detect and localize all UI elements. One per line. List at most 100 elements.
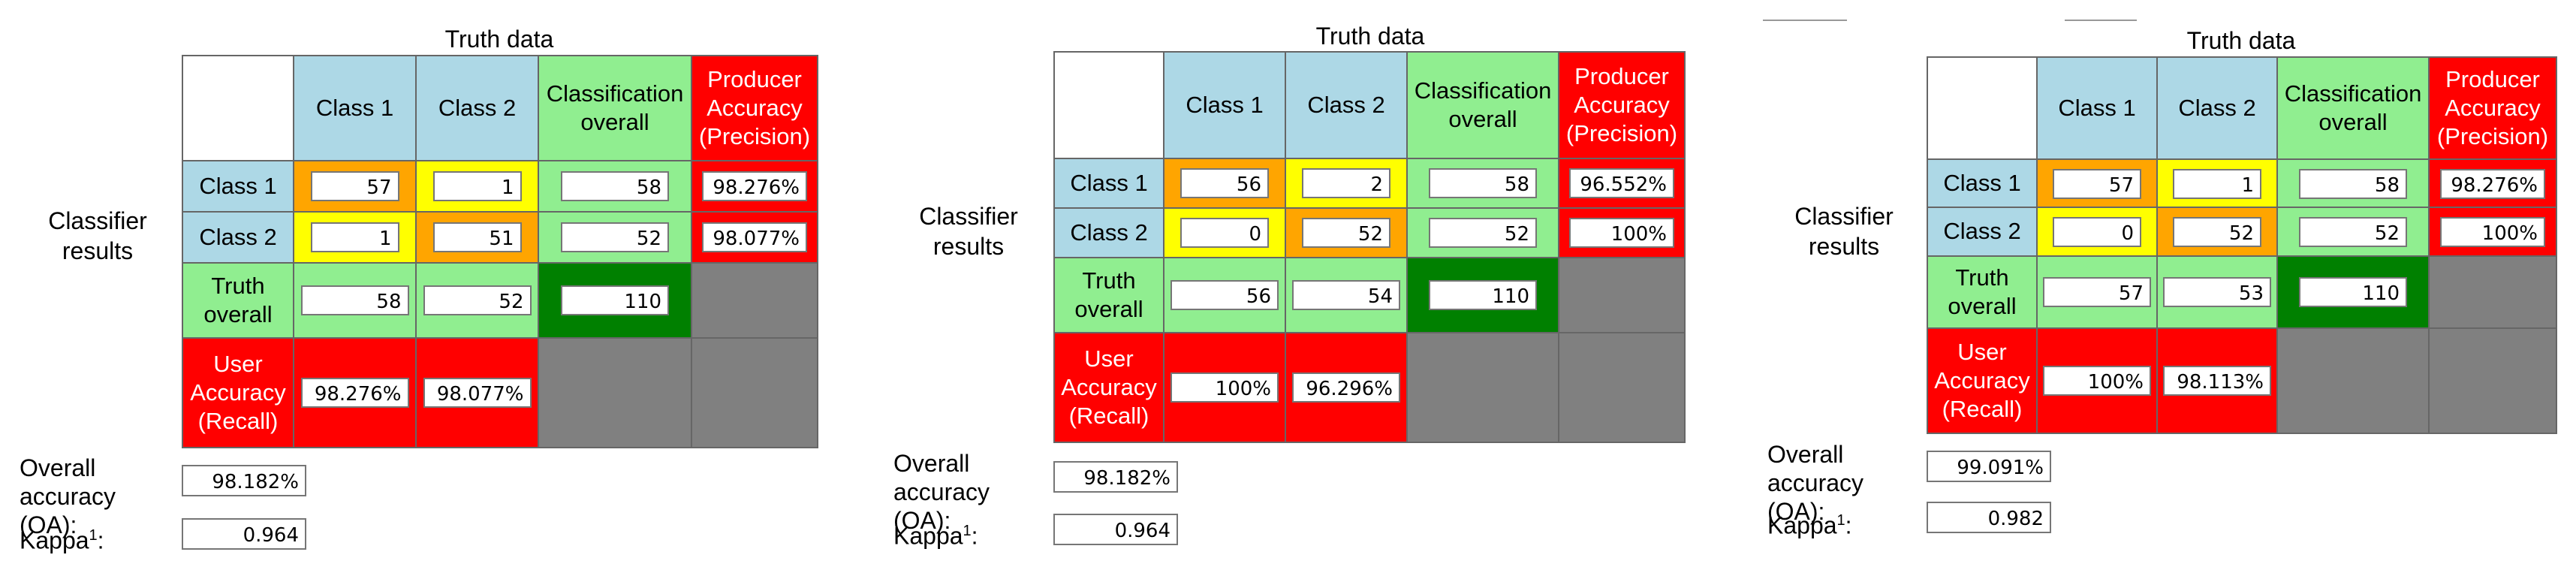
value-field[interactable]: 58 (1429, 168, 1537, 199)
kappa-label: Kappa1: (893, 522, 978, 550)
cell-r2-producer: 98.077% (691, 211, 818, 264)
truth-data-title: Truth data (444, 26, 554, 53)
value-field[interactable]: 58 (2299, 168, 2407, 199)
empty-cell (1558, 257, 1686, 333)
confusion-matrix-table: Class 1 Class 2 Classification overall Pr… (182, 55, 818, 448)
row-header-user-accuracy: User Accuracy (Recall) (1927, 327, 2038, 435)
cell-r1c2: 1 (415, 160, 539, 213)
clipped-field-edge (2065, 20, 2137, 21)
empty-cell (1406, 332, 1559, 443)
col-header-classification-overall: Classification overall (1406, 51, 1559, 159)
value-field[interactable]: 57 (310, 171, 399, 202)
cell-r1-total: 58 (1406, 158, 1559, 209)
row-header-class1: Class 1 (1053, 158, 1164, 209)
value-field[interactable]: 100% (2440, 216, 2545, 247)
value-field[interactable]: 52 (1302, 218, 1390, 249)
cell-user-1: 100% (1163, 332, 1286, 443)
value-field[interactable]: 52 (561, 222, 669, 253)
overall-accuracy-field[interactable]: 98.182% (1053, 461, 1178, 493)
cell-r1c2: 1 (2156, 158, 2278, 209)
truth-data-title: Truth data (1315, 23, 1425, 50)
value-field[interactable]: 57 (2043, 277, 2151, 308)
value-field[interactable]: 51 (432, 222, 522, 253)
classifier-results-label: Classifier results (1794, 203, 1894, 260)
value-field[interactable]: 98.276% (2440, 168, 2545, 199)
overall-accuracy-field[interactable]: 99.091% (1927, 451, 2051, 482)
cell-truth-2: 52 (415, 262, 539, 339)
cell-r1-producer: 96.552% (1558, 158, 1686, 209)
value-field[interactable]: 56 (1180, 168, 1269, 199)
value-field[interactable]: 1 (2173, 168, 2261, 199)
empty-cell (1558, 332, 1686, 443)
value-field[interactable]: 53 (2163, 277, 2271, 308)
cell-truth-1: 56 (1163, 257, 1286, 333)
confusion-matrix-table: Class 1 Class 2 Classification overall Pr… (1053, 51, 1686, 443)
cell-r1-total: 58 (2276, 158, 2430, 209)
empty-cell (691, 337, 818, 448)
value-field[interactable]: 0 (1180, 218, 1269, 249)
value-field[interactable]: 58 (300, 285, 409, 316)
kappa-label: Kappa1: (20, 526, 104, 554)
cell-r2-total: 52 (2276, 207, 2430, 257)
row-header-user-accuracy: User Accuracy (Recall) (1053, 332, 1164, 443)
cell-r1c1: 57 (293, 160, 417, 213)
value-field[interactable]: 1 (432, 171, 522, 202)
col-header-producer-accuracy: Producer Accuracy (Precision) (691, 55, 818, 161)
value-field[interactable]: 52 (2299, 216, 2407, 247)
value-field[interactable]: 96.296% (1292, 372, 1400, 403)
corner-cell (1927, 56, 2038, 161)
value-field[interactable]: 2 (1302, 168, 1390, 199)
value-field[interactable]: 96.552% (1569, 168, 1674, 199)
cell-r2-producer: 100% (1558, 207, 1686, 258)
row-header-class1: Class 1 (1927, 158, 2038, 209)
empty-cell (2276, 327, 2430, 435)
value-field[interactable]: 98.276% (300, 378, 409, 409)
value-field[interactable]: 0 (2053, 216, 2141, 247)
cell-grand-total: 110 (2276, 255, 2430, 329)
kappa-field[interactable]: 0.964 (1053, 514, 1178, 545)
cell-user-2: 96.296% (1285, 332, 1408, 443)
cell-user-1: 100% (2036, 327, 2158, 435)
value-field[interactable]: 98.077% (423, 378, 532, 409)
clipped-field-edge (1763, 20, 1847, 21)
value-field[interactable]: 110 (1429, 280, 1537, 311)
value-field[interactable]: 52 (423, 285, 532, 316)
cell-r2c2: 51 (415, 211, 539, 264)
cell-user-2: 98.113% (2156, 327, 2278, 435)
cell-r1c1: 57 (2036, 158, 2158, 209)
empty-cell (691, 262, 818, 339)
value-field[interactable]: 100% (2043, 366, 2151, 397)
truth-data-title: Truth data (2186, 27, 2296, 54)
value-field[interactable]: 100% (1170, 372, 1279, 403)
cell-r2-producer: 100% (2428, 207, 2557, 257)
cell-r1-producer: 98.276% (2428, 158, 2557, 209)
cell-r2c2: 52 (1285, 207, 1408, 258)
value-field[interactable]: 98.113% (2163, 366, 2271, 397)
col-header-classification-overall: Classification overall (538, 55, 692, 161)
value-field[interactable]: 98.077% (702, 222, 807, 253)
value-field[interactable]: 52 (1429, 218, 1537, 249)
cell-r2c1: 0 (2036, 207, 2158, 257)
overall-accuracy-label: Overall accuracy (OA): (893, 450, 990, 534)
col-header-class1: Class 1 (1163, 51, 1286, 159)
classifier-results-label: Classifier results (48, 207, 147, 264)
value-field[interactable]: 57 (2053, 168, 2141, 199)
cell-truth-1: 57 (2036, 255, 2158, 329)
value-field[interactable]: 52 (2173, 216, 2261, 247)
kappa-field[interactable]: 0.964 (182, 518, 306, 550)
value-field[interactable]: 1 (310, 222, 399, 253)
kappa-field[interactable]: 0.982 (1927, 502, 2051, 533)
value-field[interactable]: 100% (1569, 218, 1674, 249)
cell-r2c2: 52 (2156, 207, 2278, 257)
value-field[interactable]: 110 (561, 285, 669, 316)
value-field[interactable]: 56 (1170, 280, 1279, 311)
col-header-class2: Class 2 (415, 55, 539, 161)
value-field[interactable]: 54 (1292, 280, 1400, 311)
value-field[interactable]: 110 (2299, 277, 2407, 308)
row-header-class2: Class 2 (1927, 207, 2038, 257)
value-field[interactable]: 58 (561, 171, 669, 202)
cell-r2-total: 52 (1406, 207, 1559, 258)
col-header-class1: Class 1 (293, 55, 417, 161)
overall-accuracy-field[interactable]: 98.182% (182, 465, 306, 496)
value-field[interactable]: 98.276% (702, 171, 807, 202)
